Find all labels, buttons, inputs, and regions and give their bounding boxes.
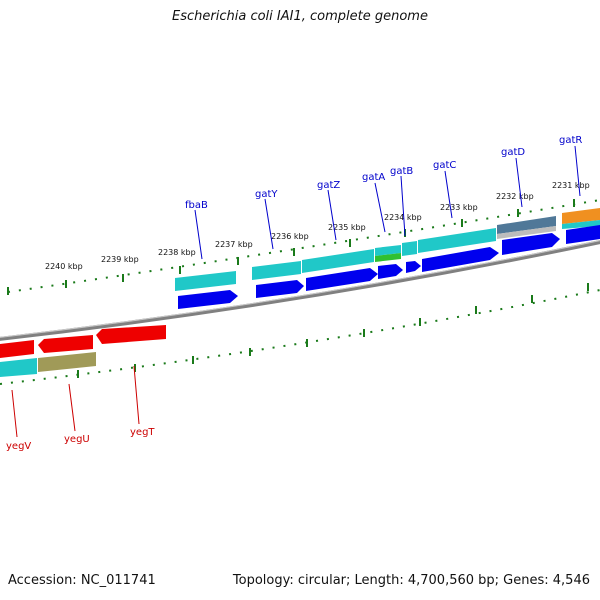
kbp-label-2233: 2233 kbp <box>440 203 478 212</box>
minus-cds-arrows <box>0 325 166 358</box>
minus-gene-bars <box>0 352 96 377</box>
plus-label-leaders <box>194 145 581 260</box>
gene-bar-gatC <box>418 228 496 253</box>
gene-bar-fbaB <box>175 271 236 291</box>
cds-arrow-gatZ <box>306 268 378 291</box>
plus-cds-arrows <box>178 225 600 309</box>
kbp-label-2236: 2236 kbp <box>271 232 309 241</box>
gene-label-gatC: gatC <box>433 160 456 171</box>
cds-arrow-gatR <box>566 225 600 244</box>
kbp-label-2240: 2240 kbp <box>45 262 83 271</box>
gene-bar-gatA <box>375 245 401 256</box>
gene-bar-yegU <box>38 352 96 372</box>
gene-bar-yegV <box>0 358 37 377</box>
kbp-label-2232: 2232 kbp <box>496 192 534 201</box>
plus-gene-bars <box>175 208 600 291</box>
gene-bar-gatD <box>497 216 556 234</box>
cds-arrow-gatC <box>422 247 499 272</box>
accession-text: Accession: NC_011741 <box>8 573 156 588</box>
cds-arrow-yegV <box>0 340 34 358</box>
kbp-label-2235: 2235 kbp <box>328 223 366 232</box>
gene-bar-gatY <box>252 261 301 280</box>
cds-arrow-gatA <box>378 264 403 279</box>
cds-arrow-gatY <box>256 280 304 298</box>
upper-scale-track <box>7 199 600 293</box>
gene-label-gatY: gatY <box>255 189 278 200</box>
gene-label-gatR: gatR <box>559 135 582 146</box>
cds-arrow-yegU <box>38 335 93 353</box>
cds-arrow-fbaB <box>178 290 238 309</box>
gene-bar-gatA-lower <box>375 253 401 262</box>
gene-label-yegU: yegU <box>64 434 90 445</box>
map-title: Escherichia coli IAI1, complete genome <box>172 9 428 24</box>
gene-label-fbaB: fbaB <box>185 200 208 211</box>
gene-bar-gatZ <box>302 249 374 273</box>
gene-bar-gatB <box>402 241 417 256</box>
genome-backbone-highlight <box>0 240 600 338</box>
gene-label-gatD: gatD <box>501 147 525 158</box>
cds-arrow-gatD <box>502 233 560 255</box>
topology-text: Topology: circular; Length: 4,700,560 bp… <box>232 573 590 588</box>
gene-label-yegV: yegV <box>6 441 31 452</box>
gene-label-gatZ: gatZ <box>317 180 340 191</box>
kbp-label-2239: 2239 kbp <box>101 255 139 264</box>
gene-label-gatA: gatA <box>362 172 385 183</box>
kbp-label-2231: 2231 kbp <box>552 181 590 190</box>
cds-arrow-gatB <box>406 261 421 273</box>
cds-arrow-yegT <box>96 325 166 344</box>
minus-label-leaders <box>11 365 140 438</box>
upper-major-ticks <box>7 199 575 295</box>
gene-bar-gatR <box>562 208 600 224</box>
gene-label-gatB: gatB <box>390 166 413 177</box>
lower-major-ticks <box>77 283 589 378</box>
kbp-label-2238: 2238 kbp <box>158 248 196 257</box>
kbp-label-2237: 2237 kbp <box>215 240 253 249</box>
genome-backbone <box>0 240 600 341</box>
kbp-label-2234: 2234 kbp <box>384 213 422 222</box>
gene-label-yegT: yegT <box>130 427 155 438</box>
gene-bar-gatD-lower <box>497 226 556 239</box>
